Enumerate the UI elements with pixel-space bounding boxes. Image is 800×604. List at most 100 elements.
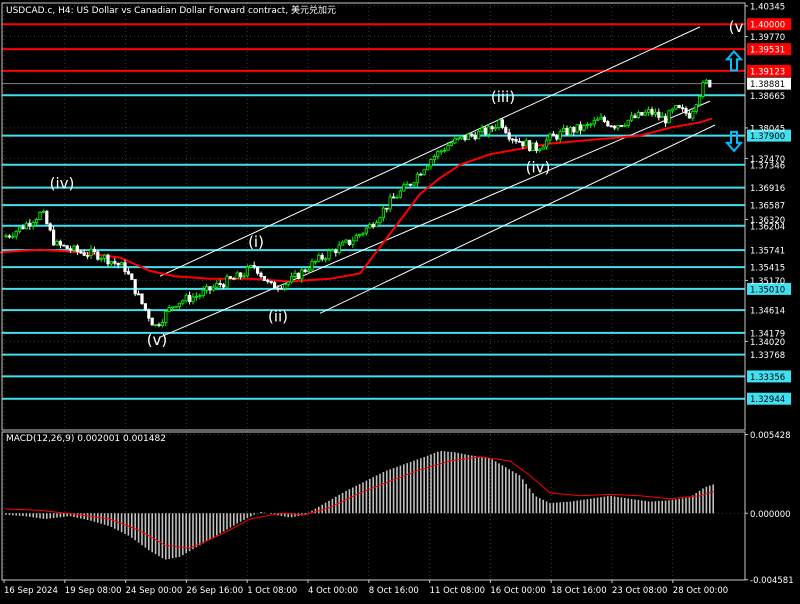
candle-body	[568, 126, 573, 135]
candle-body	[493, 127, 498, 130]
candle-body	[422, 169, 426, 175]
candle-body	[113, 261, 117, 264]
candle-body	[470, 133, 474, 136]
macd-panel	[4, 450, 715, 560]
price-level-label: 1.36916	[750, 184, 785, 194]
candle-body	[514, 138, 518, 142]
candle-body	[340, 241, 345, 246]
candle-body	[405, 183, 409, 186]
candle-body	[429, 159, 433, 167]
candle-body	[436, 151, 440, 157]
price-levels	[2, 23, 745, 400]
candle-body	[320, 254, 324, 260]
macd-tick-label: 0.000000	[750, 510, 791, 520]
candle-body	[677, 104, 681, 109]
candle-body	[259, 272, 263, 277]
candle-body	[65, 245, 69, 250]
price-tick-label: 1.40345	[750, 2, 785, 12]
candle-body	[480, 127, 484, 132]
price-level-label: 1.37900	[750, 132, 785, 142]
candle-body	[35, 218, 39, 223]
candle-body	[368, 224, 372, 229]
candle-body	[575, 124, 579, 133]
candle-body	[82, 252, 86, 256]
time-tick-label: 16 Oct 00:00	[490, 586, 545, 596]
candle-body	[221, 284, 226, 288]
candle-body	[636, 112, 641, 119]
current-price-label: 1.38881	[750, 80, 785, 90]
candle-body	[633, 115, 637, 119]
candle-body	[606, 121, 610, 127]
candle-body	[249, 264, 253, 268]
candle-body	[317, 254, 321, 262]
time-tick-label: 1 Oct 08:00	[247, 586, 297, 596]
candle-body	[252, 264, 256, 268]
signal-arrows	[724, 49, 744, 153]
candle-body	[497, 119, 501, 128]
candle-body	[681, 107, 685, 110]
candle-body	[466, 133, 471, 141]
candle-body	[313, 260, 318, 263]
candle-body	[687, 112, 692, 119]
candle-body	[153, 324, 158, 327]
price-level-label: 1.34614	[750, 307, 785, 317]
candles	[4, 78, 712, 328]
candle-body	[269, 280, 273, 284]
channel-line	[319, 124, 716, 314]
candle-body	[211, 286, 215, 291]
candle-body	[596, 118, 600, 121]
candle-body	[592, 119, 596, 125]
candle-body	[327, 250, 331, 260]
candle-body	[541, 146, 545, 150]
candle-body	[579, 124, 583, 131]
candle-body	[48, 223, 52, 231]
candle-body	[361, 232, 365, 235]
candle-body	[698, 96, 702, 106]
macd-tick-label: -0.004581	[750, 576, 794, 586]
candle-body	[14, 230, 18, 237]
moving-average	[0, 117, 713, 283]
ma-line	[0, 117, 713, 283]
candle-body	[17, 226, 22, 232]
candle-body	[45, 210, 49, 225]
candle-body	[667, 110, 671, 124]
price-level-label: 1.33356	[750, 373, 785, 383]
candle-body	[473, 134, 477, 140]
candle-body	[31, 222, 35, 227]
price-level-label: 1.34179	[750, 329, 785, 339]
candle-body	[657, 111, 661, 118]
candle-body	[490, 126, 494, 130]
price-level-label: 1.37346	[750, 161, 785, 171]
candle-body	[419, 173, 423, 176]
candle-body	[694, 104, 698, 112]
candle-body	[412, 182, 416, 186]
candle-body	[293, 272, 297, 277]
candle-body	[364, 227, 369, 234]
candle-body	[187, 294, 192, 303]
price-level-label: 1.39531	[750, 46, 785, 56]
candle-body	[99, 257, 103, 260]
candle-body	[123, 262, 127, 272]
grid	[2, 3, 745, 581]
candle-body	[456, 137, 460, 140]
price-tick-label: 1.38045	[750, 124, 785, 134]
candle-body	[510, 138, 515, 141]
candle-body	[463, 136, 467, 141]
candle-body	[225, 276, 229, 288]
candle-body	[643, 111, 647, 116]
candle-body	[453, 138, 457, 144]
wave-label: (ii)	[268, 307, 288, 325]
candle-body	[170, 306, 175, 309]
candle-body	[296, 272, 301, 280]
candle-body	[589, 123, 593, 126]
candle-body	[130, 273, 134, 280]
macd-tick-label: 0.005428	[750, 431, 791, 441]
time-tick-label: 24 Sep 00:00	[126, 586, 183, 596]
time-tick-label: 19 Sep 08:00	[65, 586, 122, 596]
candle-body	[116, 262, 120, 266]
candle-body	[120, 262, 124, 266]
candle-body	[11, 235, 15, 238]
candle-body	[476, 131, 481, 140]
